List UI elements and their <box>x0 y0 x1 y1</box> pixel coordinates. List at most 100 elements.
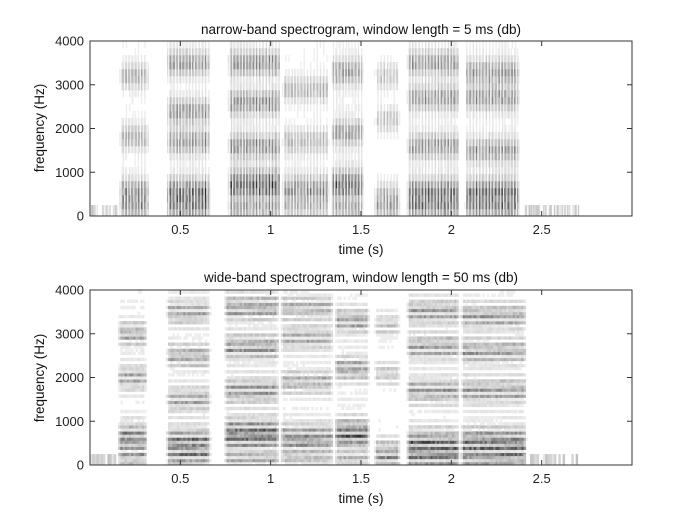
heatmap-cell <box>246 76 248 84</box>
heatmap-cell <box>291 167 293 175</box>
heatmap-cell <box>347 118 350 126</box>
heatmap-cell <box>125 174 128 182</box>
heatmap-cell <box>147 62 149 70</box>
heatmap-cell <box>198 188 200 196</box>
heatmap-cell <box>327 188 329 196</box>
heatmap-cell <box>478 104 480 112</box>
heatmap-cell <box>482 97 484 105</box>
heatmap-cell <box>495 195 497 203</box>
heatmap-cell <box>258 90 260 98</box>
heatmap-cell <box>243 90 246 98</box>
heatmap-cell <box>332 181 335 189</box>
heatmap-cell <box>480 139 482 147</box>
heatmap-cell <box>332 83 335 91</box>
heatmap-cell <box>176 125 179 133</box>
heatmap-cell <box>456 146 458 154</box>
heatmap-cell <box>140 111 143 119</box>
heatmap-cell <box>137 209 140 216</box>
heatmap-cell <box>497 97 499 105</box>
heatmap-cell <box>341 62 343 70</box>
heatmap-cell <box>275 195 277 203</box>
heatmap-cell <box>331 125 334 133</box>
heatmap-cell <box>318 202 321 210</box>
heatmap-cell <box>252 209 254 216</box>
heatmap-cell <box>207 62 209 70</box>
heatmap-cell <box>144 118 146 126</box>
heatmap-cell <box>319 146 322 154</box>
heatmap-cell <box>486 97 489 105</box>
heatmap-cell <box>416 76 418 84</box>
heatmap-cell <box>173 48 175 56</box>
heatmap-cell <box>252 174 254 182</box>
heatmap-cell <box>483 76 485 84</box>
heatmap-cell <box>508 174 510 182</box>
heatmap-cell <box>378 209 380 216</box>
heatmap-cell <box>294 69 297 77</box>
heatmap-cell <box>382 202 385 210</box>
heatmap-cell <box>344 209 347 216</box>
heatmap-cell <box>429 139 431 147</box>
heatmap-cell <box>182 146 184 154</box>
heatmap-cell <box>430 209 432 216</box>
heatmap-cell <box>448 209 451 216</box>
heatmap-cell <box>436 104 439 112</box>
heatmap-cell <box>272 167 274 175</box>
heatmap-cell <box>205 132 208 140</box>
heatmap-cell <box>192 139 195 147</box>
heatmap-cell <box>124 118 127 126</box>
heatmap-cell <box>487 69 490 77</box>
heatmap-cell <box>449 195 452 203</box>
heatmap-cell <box>395 195 398 203</box>
heatmap-cell <box>332 160 335 168</box>
heatmap-cell <box>237 55 239 63</box>
heatmap-cell <box>236 202 238 210</box>
heatmap-cell <box>506 202 508 210</box>
heatmap-cell <box>434 125 437 133</box>
heatmap-cell <box>338 69 340 77</box>
heatmap-cell <box>276 146 278 154</box>
heatmap-cell <box>430 69 432 77</box>
heatmap-cell <box>445 188 447 196</box>
heatmap-cell <box>265 76 267 84</box>
heatmap-cell <box>178 55 181 63</box>
heatmap-cell <box>484 202 486 210</box>
heatmap-cell <box>468 202 470 210</box>
heatmap-cell <box>453 132 455 140</box>
heatmap-cell <box>236 97 238 105</box>
heatmap-cell <box>192 167 195 175</box>
heatmap-cell <box>426 48 428 56</box>
heatmap-cell <box>444 202 446 210</box>
heatmap-cell <box>266 188 269 196</box>
heatmap-cell <box>338 209 340 216</box>
heatmap-cell <box>316 167 318 175</box>
heatmap-cell <box>332 104 335 112</box>
heatmap-cell <box>202 69 205 77</box>
heatmap-cell <box>301 132 303 140</box>
heatmap-cell <box>251 188 253 196</box>
heatmap-cell <box>178 76 181 84</box>
heatmap-cell <box>478 195 480 203</box>
heatmap-cell <box>172 90 174 98</box>
heatmap-cell <box>240 104 243 112</box>
heatmap-cell <box>439 146 441 154</box>
heatmap-cell <box>198 83 200 91</box>
heatmap-cell <box>234 146 236 154</box>
heatmap-cell <box>513 69 516 77</box>
heatmap-cell <box>469 139 471 147</box>
heatmap-cell <box>132 62 134 70</box>
heatmap-cell <box>323 181 325 189</box>
heatmap-cell <box>293 202 296 210</box>
heatmap-cell <box>354 55 356 63</box>
heatmap-cell <box>454 125 456 133</box>
heatmap-cell <box>187 202 189 210</box>
heatmap-cell <box>125 41 128 49</box>
heatmap-cell <box>199 132 201 140</box>
heatmap-cell <box>376 195 378 203</box>
heatmap-cell <box>379 76 381 84</box>
heatmap-cell <box>492 160 494 168</box>
heatmap-cell <box>303 76 305 84</box>
heatmap-cell <box>423 55 426 63</box>
heatmap-cell <box>383 195 386 203</box>
heatmap-cell <box>140 174 143 182</box>
heatmap-cell <box>178 181 181 189</box>
